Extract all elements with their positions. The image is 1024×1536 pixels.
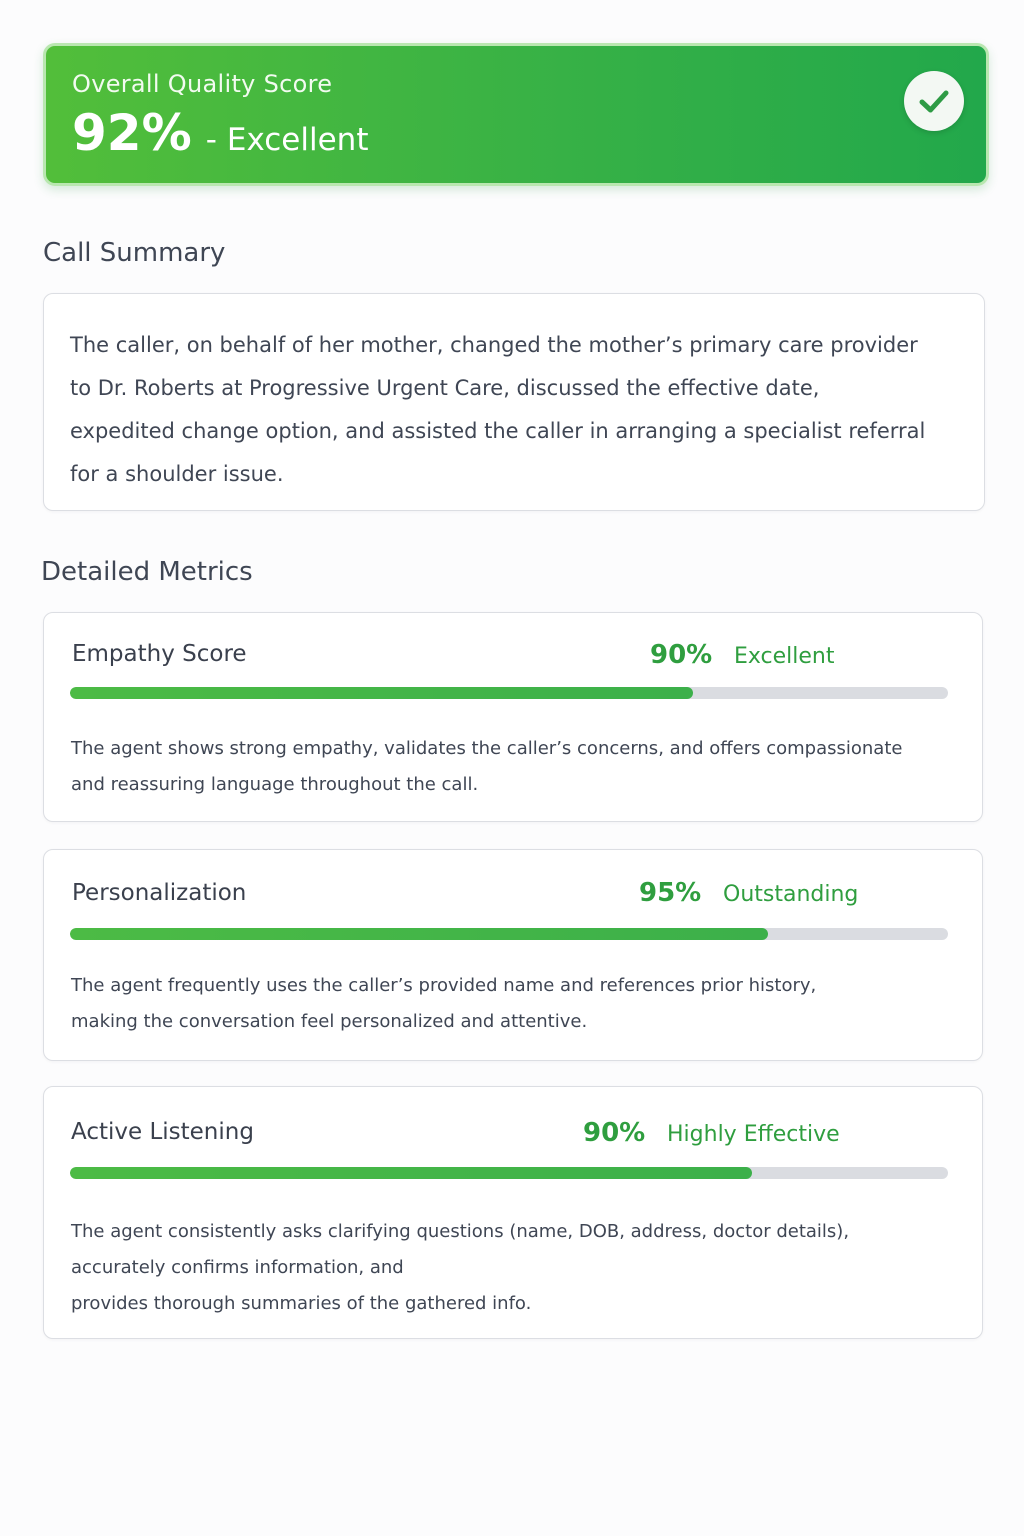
call-summary-card: The caller, on behalf of her mother, cha… (43, 293, 985, 511)
metric-card-empathy: Empathy Score 90% Excellent The agent sh… (43, 612, 983, 822)
overall-score-separator: - (205, 122, 217, 158)
summary-line: expedited change option, and assisted th… (70, 419, 926, 443)
metric-name: Active Listening (71, 1119, 254, 1145)
metric-value: 90% (650, 640, 713, 670)
metric-value: 90% (583, 1118, 646, 1148)
overall-score-line: 92% - Excellent (72, 104, 368, 162)
metric-description: The agent consistently asks clarifying q… (71, 1214, 849, 1322)
metric-description-line: making the conversation feel personalize… (71, 1011, 588, 1032)
summary-line: The caller, on behalf of her mother, cha… (70, 333, 918, 357)
call-summary-text: The caller, on behalf of her mother, cha… (70, 324, 950, 496)
overall-score-value: 92% (72, 104, 192, 162)
checkmark-icon (919, 90, 949, 113)
metric-description-line: accurately confirms information, and (71, 1257, 404, 1278)
overall-score-rating: Excellent (226, 122, 369, 158)
summary-line: for a shoulder issue. (70, 462, 284, 486)
metric-description-line: The agent shows strong empathy, validate… (71, 738, 903, 759)
metric-description-line: and reassuring language throughout the c… (71, 774, 479, 795)
metric-rating: Outstanding (723, 882, 859, 907)
overall-score-label: Overall Quality Score (72, 70, 333, 98)
metric-progress-fill (70, 1167, 753, 1179)
metric-progress-fill (70, 687, 694, 699)
metric-progress-track (70, 1167, 948, 1179)
metric-name: Personalization (72, 880, 247, 906)
metric-description: The agent frequently uses the caller’s p… (71, 968, 816, 1040)
call-summary-title: Call Summary (43, 238, 226, 268)
check-circle-icon (904, 71, 964, 131)
detailed-metrics-title: Detailed Metrics (41, 557, 253, 587)
metric-progress-fill (70, 928, 768, 940)
summary-line: to Dr. Roberts at Progressive Urgent Car… (70, 376, 820, 400)
metric-description-line: The agent consistently asks clarifying q… (71, 1221, 850, 1242)
metric-card-personalization: Personalization 95% Outstanding The agen… (43, 849, 983, 1061)
metric-name: Empathy Score (72, 641, 247, 667)
metric-description-line: provides thorough summaries of the gathe… (71, 1293, 532, 1314)
metric-description: The agent shows strong empathy, validate… (71, 731, 902, 803)
metric-rating: Excellent (734, 644, 835, 669)
overall-score-banner: Overall Quality Score 92% - Excellent (43, 43, 989, 186)
metric-rating: Highly Effective (667, 1122, 840, 1147)
metric-card-active-listening: Active Listening 90% Highly Effective Th… (43, 1086, 983, 1339)
metric-progress-track (70, 928, 948, 940)
metric-description-line: The agent frequently uses the caller’s p… (71, 975, 817, 996)
metric-value: 95% (639, 878, 702, 908)
metric-progress-track (70, 687, 948, 699)
